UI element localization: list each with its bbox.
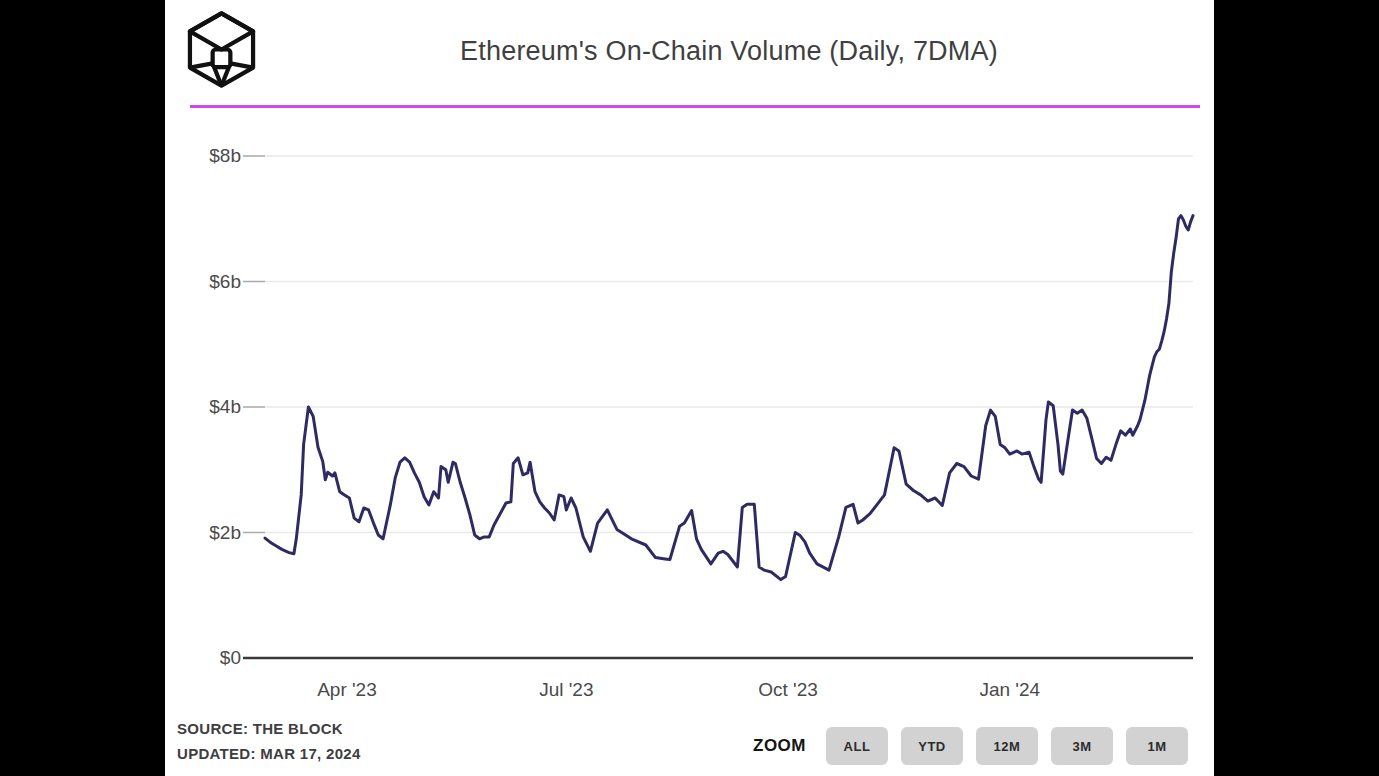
volume-series-line (265, 216, 1193, 580)
updated-line: UPDATED: MAR 17, 2024 (177, 741, 361, 766)
y-axis-label-0: $0 (165, 647, 241, 669)
x-axis-label-jul23: Jul '23 (501, 679, 631, 701)
zoom-button-all[interactable]: ALL (826, 727, 888, 765)
chart-card: Ethereum's On-Chain Volume (Daily, 7DMA)… (165, 0, 1214, 776)
y-axis-label-6b: $6b (165, 271, 241, 293)
zoom-label: ZOOM (753, 736, 806, 756)
x-axis-label-apr23: Apr '23 (282, 679, 412, 701)
zoom-button-12m[interactable]: 12M (976, 727, 1038, 765)
grid-layer (243, 156, 1193, 658)
source-line: SOURCE: THE BLOCK (177, 716, 361, 741)
y-axis-label-2b: $2b (165, 522, 241, 544)
source-attribution: SOURCE: THE BLOCK UPDATED: MAR 17, 2024 (177, 716, 361, 766)
y-axis-label-8b: $8b (165, 145, 241, 167)
zoom-button-ytd[interactable]: YTD (901, 727, 963, 765)
volume-line-chart[interactable] (165, 0, 1214, 776)
zoom-button-3m[interactable]: 3M (1051, 727, 1113, 765)
x-axis-label-jan24: Jan '24 (945, 679, 1075, 701)
screenshot-frame: Ethereum's On-Chain Volume (Daily, 7DMA)… (0, 0, 1379, 776)
zoom-controls: ZOOM ALL YTD 12M 3M 1M (753, 727, 1188, 765)
y-axis-label-4b: $4b (165, 396, 241, 418)
x-axis-label-oct23: Oct '23 (723, 679, 853, 701)
zoom-button-1m[interactable]: 1M (1126, 727, 1188, 765)
